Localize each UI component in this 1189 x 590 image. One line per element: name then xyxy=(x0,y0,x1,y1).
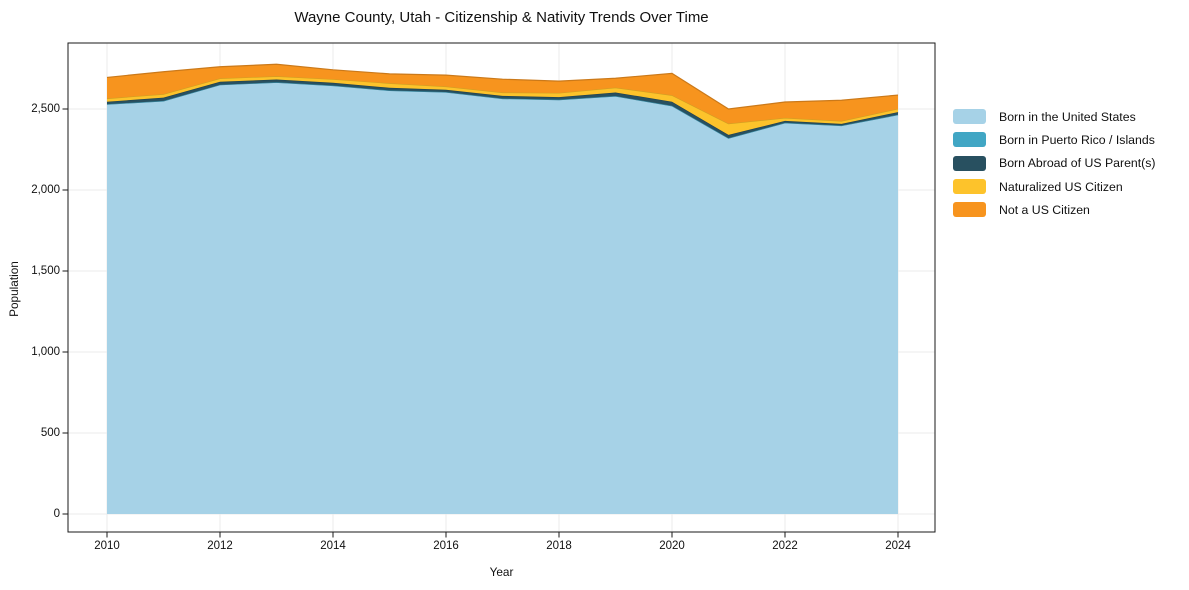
edge-not-a-us-citizen xyxy=(106,63,899,110)
y-tick-label: 2,000 xyxy=(31,184,60,196)
area-not-a-us-citizen xyxy=(107,64,898,124)
y-tick-label: 500 xyxy=(40,427,60,439)
legend-label: Not a US Citizen xyxy=(999,202,1090,217)
area-born-in-the-united-states xyxy=(107,82,898,515)
x-tick-label: 2010 xyxy=(94,540,120,552)
legend: Born in the United States Born in Puerto… xyxy=(953,105,1156,221)
legend-item-puerto-rico: Born in Puerto Rico / Islands xyxy=(953,128,1156,151)
legend-item-not-citizen: Not a US Citizen xyxy=(953,198,1156,221)
legend-item-born-abroad: Born Abroad of US Parent(s) xyxy=(953,152,1156,175)
legend-item-born-us: Born in the United States xyxy=(953,105,1156,128)
y-tick-label: 2,500 xyxy=(31,103,60,115)
y-tick-label: 1,500 xyxy=(31,265,60,277)
plot-border xyxy=(67,42,936,533)
legend-swatch-puerto-rico xyxy=(953,132,986,148)
legend-label: Born in the United States xyxy=(999,109,1136,124)
legend-item-naturalized: Naturalized US Citizen xyxy=(953,175,1156,198)
legend-label: Born Abroad of US Parent(s) xyxy=(999,156,1156,171)
x-tick-label: 2022 xyxy=(772,540,798,552)
legend-swatch-born-abroad xyxy=(953,155,986,171)
legend-label: Born in Puerto Rico / Islands xyxy=(999,132,1155,147)
x-tick-label: 2020 xyxy=(659,540,685,552)
legend-swatch-born-us xyxy=(953,109,986,125)
chart-title: Wayne County, Utah - Citizenship & Nativ… xyxy=(294,9,709,26)
y-tick-label: 0 xyxy=(53,508,60,520)
legend-label: Naturalized US Citizen xyxy=(999,179,1123,194)
x-tick-label: 2024 xyxy=(885,540,911,552)
y-tick-label: 1,000 xyxy=(31,346,60,358)
legend-swatch-naturalized xyxy=(953,179,986,195)
x-axis-label: Year xyxy=(489,565,514,579)
x-tick-label: 2012 xyxy=(207,540,233,552)
x-tick-label: 2016 xyxy=(433,540,459,552)
x-tick-label: 2014 xyxy=(320,540,346,552)
legend-swatch-not-citizen xyxy=(953,202,986,218)
x-tick-label: 2018 xyxy=(546,540,572,552)
